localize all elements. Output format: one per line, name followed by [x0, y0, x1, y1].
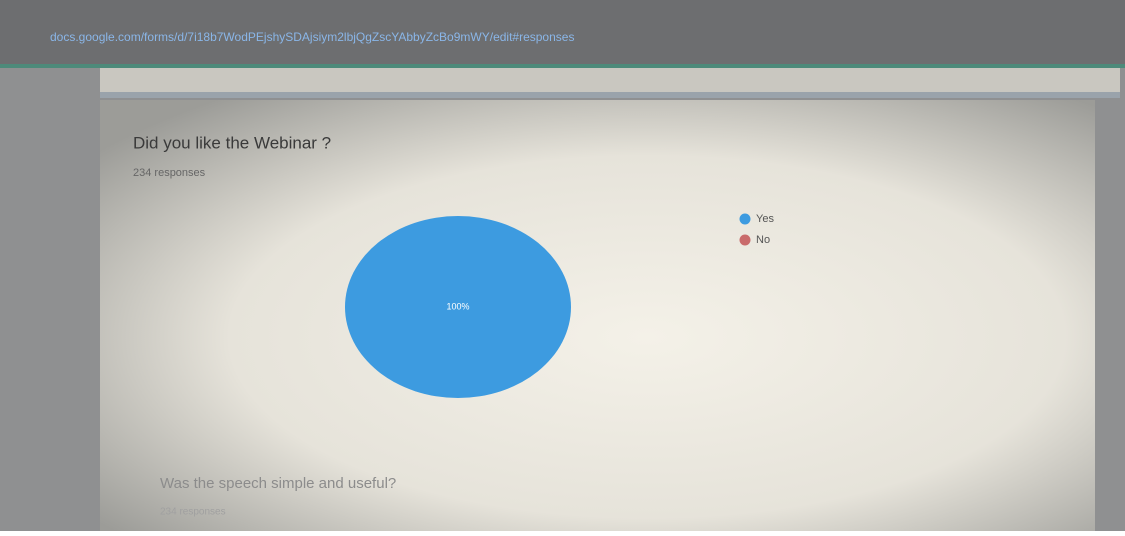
question-title: Did you like the Webinar ? — [133, 133, 331, 152]
browser-divider — [0, 64, 1125, 68]
slice-label: 100% — [446, 301, 469, 311]
next-response-count: 234 responses — [160, 507, 226, 518]
pie-chart: 100% — [345, 216, 571, 398]
url[interactable]: docs.google.com/forms/d/7i18b7WodPEjshyS… — [50, 30, 574, 44]
response-card — [100, 100, 1095, 531]
response-count: 234 responses — [133, 167, 206, 179]
next-question-title: Was the speech simple and useful? — [160, 475, 396, 492]
legend-swatch — [740, 235, 751, 246]
legend-swatch — [740, 214, 751, 225]
legend-label: No — [756, 234, 770, 246]
header-stripe — [100, 92, 1120, 98]
legend-label: Yes — [756, 213, 774, 225]
screenshot: docs.google.com/forms/d/7i18b7WodPEjshyS… — [0, 0, 1125, 531]
